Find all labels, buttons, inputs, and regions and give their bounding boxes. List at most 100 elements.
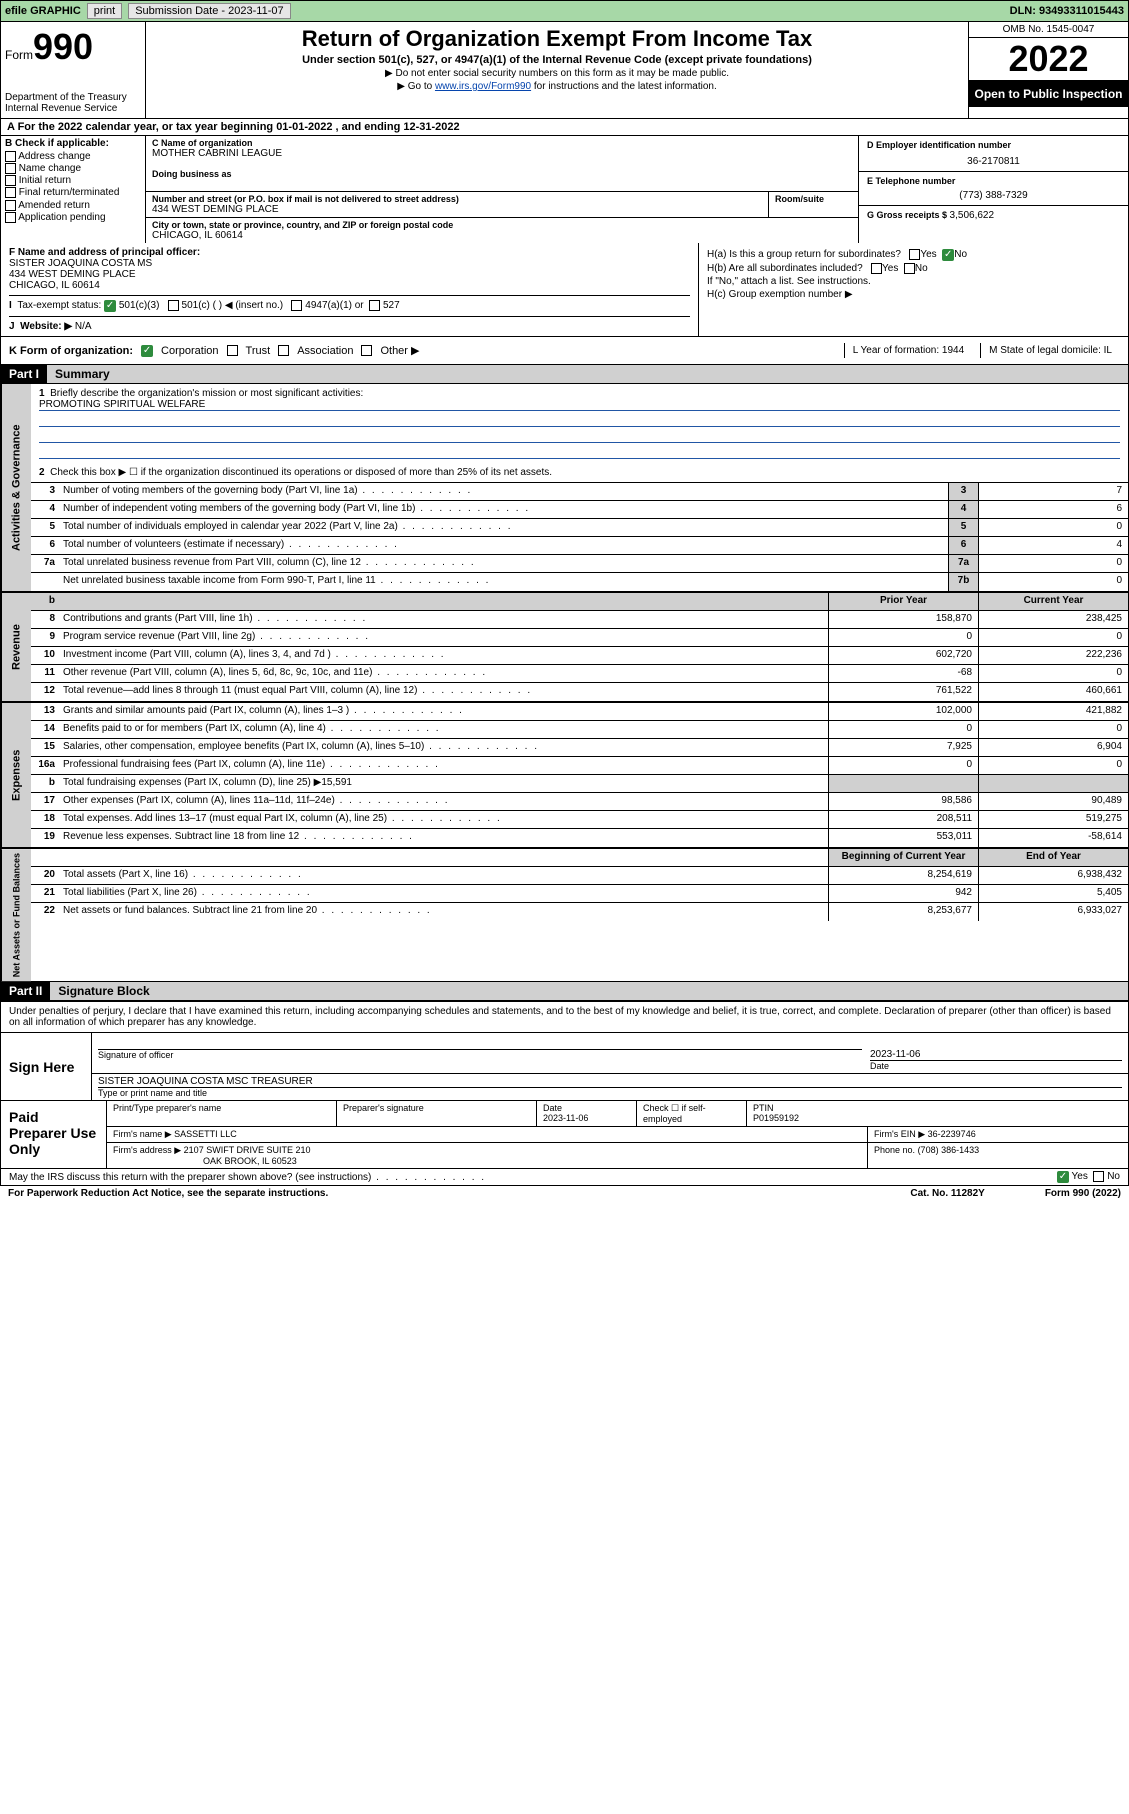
hb-note: If "No," attach a list. See instructions… [707, 276, 1120, 287]
yes-label: Yes [1072, 1171, 1088, 1182]
prior-year-header: Prior Year [828, 593, 978, 610]
chk-name-change[interactable]: Name change [5, 163, 141, 174]
form-prefix: Form [5, 48, 33, 62]
checkbox-icon [1093, 1171, 1104, 1182]
firm-addr2: OAK BROOK, IL 60523 [203, 1156, 297, 1166]
submission-date-button[interactable]: Submission Date - 2023-11-07 [128, 3, 290, 19]
table-row: 19Revenue less expenses. Subtract line 1… [31, 829, 1128, 847]
goto-link[interactable]: www.irs.gov/Form990 [435, 81, 531, 92]
table-row: 12Total revenue—add lines 8 through 11 (… [31, 683, 1128, 701]
table-row: 5Total number of individuals employed in… [31, 519, 1128, 537]
row-a-text: A For the 2022 calendar year, or tax yea… [7, 121, 460, 133]
blank-line [39, 445, 1120, 459]
phone-value: (773) 388-7329 [867, 190, 1120, 201]
hb-line: H(b) Are all subordinates included? Yes … [707, 263, 1120, 274]
table-row: 20Total assets (Part X, line 16)8,254,61… [31, 867, 1128, 885]
mission-value: PROMOTING SPIRITUAL WELFARE [39, 399, 1120, 411]
officer-addr: 434 WEST DEMING PLACE [9, 269, 690, 280]
col-de: D Employer identification number 36-2170… [858, 136, 1128, 243]
pra-notice: For Paperwork Reduction Act Notice, see … [8, 1188, 328, 1199]
dept-label: Department of the Treasury [5, 92, 141, 103]
end-year-header: End of Year [978, 849, 1128, 866]
irs-label: Internal Revenue Service [5, 103, 141, 114]
revenue-block: Revenue b Prior Year Current Year 8Contr… [0, 593, 1129, 703]
year-formation: L Year of formation: 1944 [844, 343, 972, 358]
ssn-warning: ▶ Do not enter social security numbers o… [154, 68, 960, 79]
table-row: 14Benefits paid to or for members (Part … [31, 721, 1128, 739]
prep-selfemp: Check ☐ if self-employed [643, 1103, 706, 1124]
firm-ein-label: Firm's EIN ▶ [874, 1129, 925, 1139]
chk-app-pending[interactable]: Application pending [5, 212, 141, 223]
prep-date-label: Date [543, 1103, 562, 1113]
table-row: 17Other expenses (Part IX, column (A), l… [31, 793, 1128, 811]
footer-row: For Paperwork Reduction Act Notice, see … [0, 1186, 1129, 1201]
firm-phone-label: Phone no. [874, 1145, 915, 1155]
form-title: Return of Organization Exempt From Incom… [154, 26, 960, 52]
subdate-value: 2023-11-07 [228, 5, 283, 17]
table-row: 21Total liabilities (Part X, line 26)942… [31, 885, 1128, 903]
prep-date: 2023-11-06 [543, 1113, 588, 1123]
table-row: 4Number of independent voting members of… [31, 501, 1128, 519]
checkbox-icon [5, 212, 16, 223]
table-row: Net unrelated business taxable income fr… [31, 573, 1128, 591]
dln-value: DLN: 93493311015443 [1010, 5, 1124, 17]
tax-status-label: Tax-exempt status: [17, 300, 101, 311]
row-j: J Website: ▶ N/A [9, 316, 690, 332]
website-label: Website: ▶ [20, 321, 72, 332]
ptin-value: P01959192 [753, 1113, 799, 1123]
prep-sig-label: Preparer's signature [343, 1103, 424, 1113]
governance-block: Activities & Governance 1 Briefly descri… [0, 384, 1129, 593]
part1-badge: Part I [1, 365, 47, 383]
table-row: 10Investment income (Part VIII, column (… [31, 647, 1128, 665]
dba-label: Doing business as [152, 169, 852, 179]
header-mid: Return of Organization Exempt From Incom… [146, 22, 968, 118]
print-button[interactable]: print [87, 3, 122, 19]
ein-value: 36-2170811 [867, 156, 1120, 167]
checkbox-icon [227, 345, 238, 356]
opt-501c: 501(c) ( ) ◀ (insert no.) [182, 300, 284, 311]
chk-label: Final return/terminated [19, 188, 120, 199]
checkbox-icon [168, 300, 179, 311]
subdate-label: Submission Date - [135, 5, 228, 17]
officer-name: SISTER JOAQUINA COSTA MS [9, 258, 690, 269]
table-row: 3Number of voting members of the governi… [31, 483, 1128, 501]
chk-label: Address change [18, 151, 90, 162]
line2-text: Check this box ▶ ☐ if the organization d… [50, 467, 552, 478]
open-to-public: Open to Public Inspection [969, 81, 1128, 107]
col-b-header: B Check if applicable: [5, 138, 141, 149]
may-discuss-text: May the IRS discuss this return with the… [9, 1172, 486, 1183]
part1-title: Summary [47, 365, 1128, 383]
sig-date: 2023-11-06 [870, 1049, 1122, 1060]
row-a-taxyear: A For the 2022 calendar year, or tax yea… [0, 119, 1129, 136]
governance-tab: Activities & Governance [1, 384, 31, 591]
netassets-block: Net Assets or Fund Balances Beginning of… [0, 849, 1129, 982]
opt-corp: Corporation [161, 345, 218, 357]
table-row: 8Contributions and grants (Part VIII, li… [31, 611, 1128, 629]
part1-header-row: Part I Summary [0, 365, 1129, 384]
gross-label: G Gross receipts $ [867, 210, 950, 220]
netassets-header-row: Beginning of Current Year End of Year [31, 849, 1128, 867]
table-row: 13Grants and similar amounts paid (Part … [31, 703, 1128, 721]
hc-label: H(c) Group exemption number ▶ [707, 289, 1120, 300]
current-year-header: Current Year [978, 593, 1128, 610]
declaration-text: Under penalties of perjury, I declare th… [1, 1002, 1128, 1032]
revenue-tab: Revenue [1, 593, 31, 701]
officer-city: CHICAGO, IL 60614 [9, 280, 690, 291]
chk-label: Amended return [18, 200, 90, 211]
firm-ein: 36-2239746 [928, 1129, 976, 1139]
expenses-block: Expenses 13Grants and similar amounts pa… [0, 703, 1129, 849]
omb-number: OMB No. 1545-0047 [969, 22, 1128, 38]
chk-initial-return[interactable]: Initial return [5, 175, 141, 186]
checkbox-icon [278, 345, 289, 356]
checkbox-icon [871, 263, 882, 274]
cat-no: Cat. No. 11282Y [910, 1188, 984, 1199]
sig-date-label: Date [870, 1060, 1122, 1071]
section-fh: F Name and address of principal officer:… [0, 243, 1129, 337]
goto-line: ▶ Go to www.irs.gov/Form990 for instruct… [154, 81, 960, 92]
chk-address-change[interactable]: Address change [5, 151, 141, 162]
checkbox-icon [291, 300, 302, 311]
checkbox-icon [361, 345, 372, 356]
prep-name-label: Print/Type preparer's name [113, 1103, 221, 1113]
chk-final-return[interactable]: Final return/terminated [5, 187, 141, 198]
chk-amended[interactable]: Amended return [5, 200, 141, 211]
